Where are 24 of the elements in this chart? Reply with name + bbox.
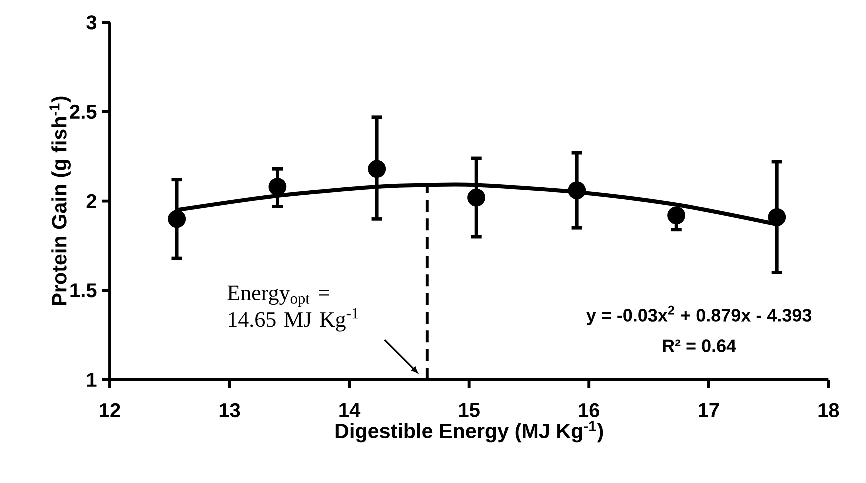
y-axis-title: Protein Gain (g fish$^{-1}$) <box>50 96 71 306</box>
ref-line-label: Energy$_{opt}$ = 14.65 MJ Kg$^{-1}$ <box>228 286 358 332</box>
x-axis-title: Digestible Energy (MJ Kg$^{-1}$) <box>336 421 604 443</box>
point <box>368 160 386 178</box>
y-tick-label: 1.5 <box>70 284 97 298</box>
point <box>268 178 287 196</box>
annotation: R² = 0.64 <box>663 340 736 352</box>
x-tick-label: 13 <box>220 403 240 418</box>
y-tick-label: 2.5 <box>70 104 97 120</box>
point <box>668 206 686 225</box>
x-tick-label: 18 <box>818 403 840 418</box>
y-tick-label: 3 <box>86 16 97 30</box>
point <box>568 182 586 200</box>
y-tick-label: 2 <box>86 194 96 208</box>
x-tick-label: 14 <box>340 403 361 418</box>
x-tick-label: 12 <box>100 403 120 418</box>
x-tick-label: 17 <box>699 403 720 418</box>
annotation: y = -0.03x$^{2}$ + 0.879x - 4.393 <box>586 306 812 326</box>
point <box>768 208 786 226</box>
point <box>168 210 186 228</box>
y-tick-label: 1 <box>87 373 97 387</box>
point <box>468 188 486 207</box>
x-tick-label: 16 <box>579 403 600 418</box>
x-tick-label: 15 <box>459 403 480 418</box>
